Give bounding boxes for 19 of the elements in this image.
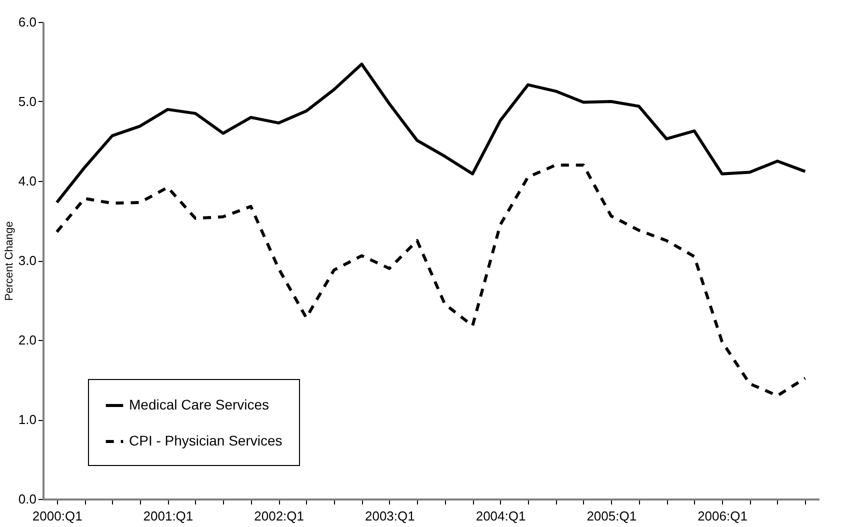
x-tick-label: 2000:Q1 — [32, 508, 82, 524]
x-tick-label: 2005:Q1 — [586, 508, 637, 524]
legend-label: Medical Care Services — [129, 396, 270, 412]
y-tick-label: 3.0 — [18, 253, 36, 268]
y-tick-label: 1.0 — [18, 412, 36, 427]
y-axis-title: Percent Change — [3, 221, 16, 301]
y-tick-label: 4.0 — [18, 174, 36, 188]
x-tick-label: 2001:Q1 — [143, 508, 194, 524]
line-series — [55, 62, 807, 204]
y-tick-label: 0.0 — [18, 492, 36, 506]
x-tick-label: 2003:Q1 — [364, 508, 415, 524]
y-tick-label: 5.0 — [18, 94, 36, 109]
y-tick-label: 2.0 — [18, 332, 36, 348]
x-tick-label: 2006:Q1 — [698, 508, 748, 524]
line-series — [55, 164, 807, 398]
x-tick-label: 2004:Q1 — [476, 508, 526, 524]
legend-label: CPI - Physician Services — [129, 432, 282, 448]
x-tick-label: 2002:Q1 — [254, 508, 304, 524]
y-tick-label: 6.0 — [18, 14, 36, 30]
